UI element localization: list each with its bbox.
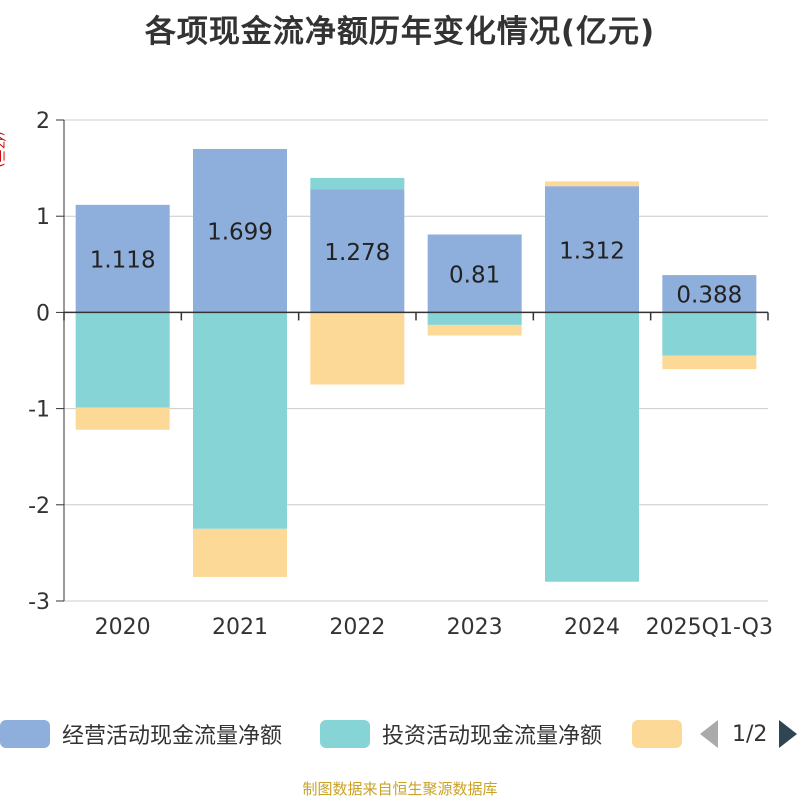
bar-series1-2020 (75, 312, 170, 408)
bar-series0-2021 (193, 148, 287, 313)
bar-series2-2021 (193, 528, 287, 577)
y-tick-label: -3 (28, 590, 50, 615)
bar-series2-2023 (427, 324, 522, 336)
legend-label-operating: 经营活动现金流量净额 (62, 724, 283, 749)
y-tick-label: 2 (36, 109, 50, 134)
y-tick-label: 0 (36, 301, 50, 326)
legend-item-operating[interactable]: 经营活动现金流量净额 (0, 716, 282, 752)
legend-swatch-operating (0, 720, 50, 748)
bar-data-label: 1.312 (559, 238, 625, 264)
y-axis-unit: (亿元) (0, 131, 6, 168)
bar-series1-2022 (310, 177, 405, 190)
bar-series0-2022 (310, 189, 405, 313)
y-tick-label: -2 (28, 494, 50, 519)
bar-series1-2023 (427, 312, 522, 325)
x-tick-label: 2022 (329, 615, 385, 640)
x-tick-label: 2020 (95, 615, 151, 640)
bar-data-label: 0.81 (449, 262, 500, 288)
bar-series2-2022 (310, 312, 405, 385)
x-tick-label: 2021 (212, 615, 268, 640)
legend-label-investing: 投资活动现金流量净额 (382, 724, 603, 749)
bar-series2-2020 (75, 407, 170, 430)
legend-prev-page-icon[interactable] (700, 720, 718, 748)
chart-title: 各项现金流净额历年变化情况(亿元) (144, 14, 656, 50)
legend: 经营活动现金流量净额 投资活动现金流量净额 1/2 (0, 716, 800, 752)
bar-data-label: 1.278 (324, 240, 390, 266)
legend-item-investing[interactable]: 投资活动现金流量净额 (320, 716, 602, 752)
bar-series0-2023 (427, 234, 522, 313)
bar-series2-2024 (545, 181, 639, 187)
bar-data-label: 1.699 (207, 220, 273, 246)
legend-item-financing[interactable] (632, 716, 682, 752)
x-tick-label: 2023 (447, 615, 503, 640)
x-tick-label: 2025Q1-Q3 (646, 615, 773, 640)
y-tick-label: -1 (28, 398, 50, 423)
bar-series1-2024 (545, 312, 639, 582)
data-source-note: 制图数据来自恒生聚源数据库 (302, 780, 498, 798)
bar-data-label: 1.118 (90, 248, 156, 274)
x-tick-label: 2024 (564, 615, 620, 640)
y-tick-label: 1 (36, 205, 50, 230)
legend-page-indicator: 1/2 (732, 721, 768, 747)
bar-series0-2024 (545, 186, 639, 313)
bar-series1-2025Q1-Q3 (662, 312, 757, 356)
bar-series2-2025Q1-Q3 (662, 355, 757, 370)
bar-series1-2021 (193, 312, 287, 529)
legend-swatch-investing (320, 720, 370, 748)
legend-pager: 1/2 (700, 716, 798, 752)
bar-series0-2025Q1-Q3 (662, 275, 757, 313)
bar-data-label: 0.388 (676, 283, 742, 309)
legend-swatch-financing (632, 720, 682, 748)
chart-canvas: 2 1 0 -1 -2 -3 1.118 1.699 1.278 0.81 1.312 0.388 20… (28, 109, 773, 640)
bar-series0-2020 (75, 204, 170, 313)
legend-next-page-icon[interactable] (779, 720, 798, 748)
